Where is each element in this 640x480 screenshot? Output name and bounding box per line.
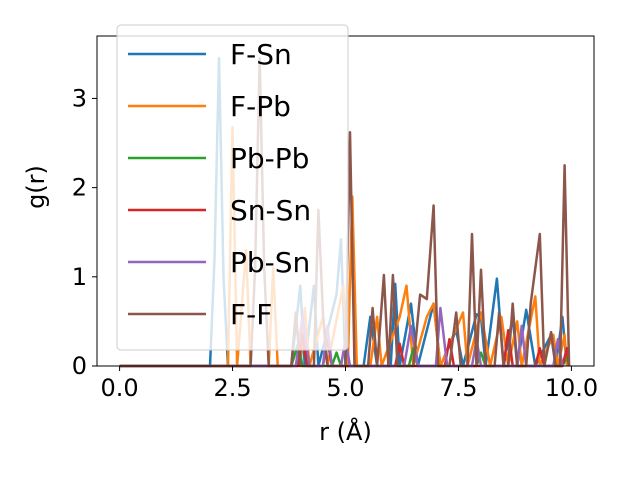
- x-tick-label: 5.0: [326, 374, 364, 402]
- legend-entry-pb-pb: Pb-Pb: [128, 142, 309, 175]
- y-axis-label: g(r): [22, 165, 50, 209]
- legend-label: Sn-Sn: [230, 194, 311, 227]
- x-tick-label: 0.0: [101, 374, 139, 402]
- y-tick-label: 1: [72, 263, 87, 291]
- legend: F-Sn F-Pb Pb-Pb Sn-Sn Pb-Sn F-F: [116, 24, 349, 351]
- x-tick-label: 7.5: [439, 374, 477, 402]
- legend-entry-sn-sn: Sn-Sn: [128, 194, 311, 227]
- ticks-layer: 0.0 2.5 5.0 7.5 10.0 0 1 2 3: [72, 84, 598, 402]
- legend-entry-f-sn: F-Sn: [128, 38, 292, 71]
- y-tick-label: 3: [72, 84, 87, 112]
- legend-label: Pb-Pb: [230, 142, 309, 175]
- x-tick-label: 10.0: [545, 374, 598, 402]
- legend-label: F-Sn: [230, 38, 292, 71]
- legend-label: Pb-Sn: [230, 246, 310, 279]
- legend-label: F-Pb: [230, 90, 291, 123]
- x-axis-label: r (Å): [319, 417, 372, 446]
- legend-label: F-F: [230, 298, 272, 331]
- legend-entry-f-f: F-F: [128, 298, 272, 331]
- y-tick-label: 2: [72, 174, 87, 202]
- x-tick-label: 2.5: [213, 374, 251, 402]
- legend-entry-pb-sn: Pb-Sn: [128, 246, 310, 279]
- legend-entry-f-pb: F-Pb: [128, 90, 291, 123]
- y-tick-label: 0: [72, 352, 87, 380]
